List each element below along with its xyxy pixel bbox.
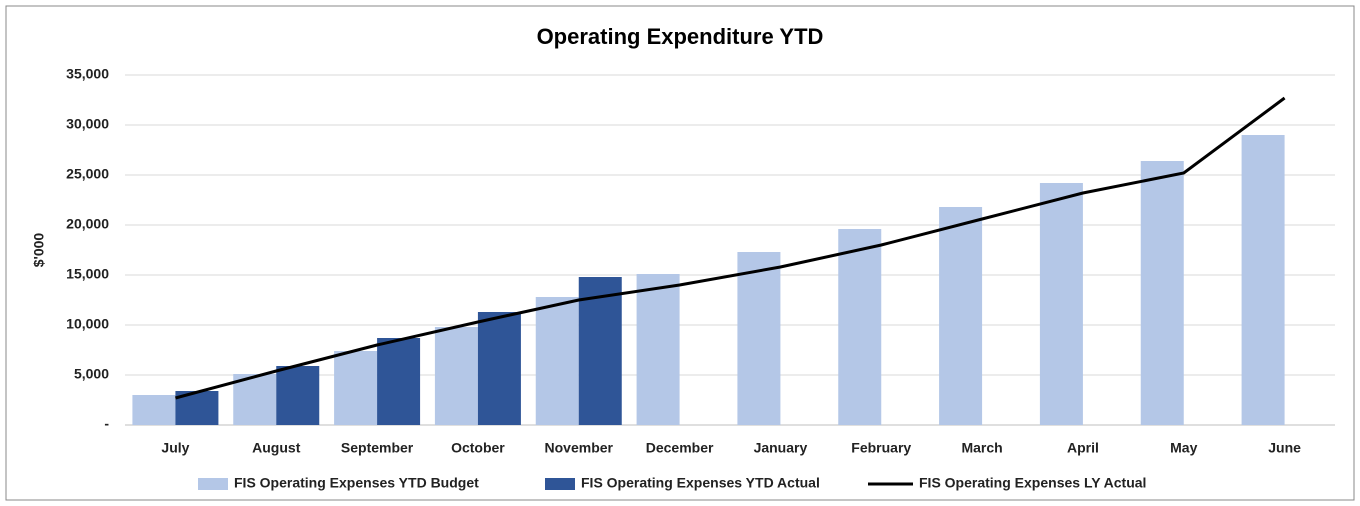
x-tick-label: November <box>545 440 614 456</box>
x-tick-label: April <box>1067 440 1099 456</box>
bar <box>276 366 320 425</box>
x-tick-label: September <box>341 440 414 456</box>
x-tick-label: May <box>1170 440 1197 456</box>
bar <box>132 395 176 425</box>
bar <box>1241 135 1285 425</box>
chart-frame <box>5 5 1355 501</box>
bar <box>434 327 478 425</box>
bar <box>737 252 781 425</box>
bar <box>939 207 983 425</box>
x-tick-label: August <box>252 440 301 456</box>
bar <box>578 277 622 425</box>
bar <box>477 312 521 425</box>
y-tick-label: - <box>104 416 109 432</box>
bar <box>1140 161 1184 425</box>
legend-label: FIS Operating Expenses LY Actual <box>919 475 1146 491</box>
y-axis-label: $'000 <box>31 233 47 268</box>
bar <box>377 338 421 425</box>
bar <box>233 374 277 425</box>
y-tick-label: 10,000 <box>66 316 109 332</box>
bar <box>636 274 680 425</box>
x-tick-label: July <box>161 440 189 456</box>
x-tick-label: March <box>961 440 1002 456</box>
bar <box>1039 183 1083 425</box>
legend-swatch <box>545 478 575 490</box>
x-tick-label: October <box>451 440 505 456</box>
y-tick-label: 25,000 <box>66 166 109 182</box>
legend-label: FIS Operating Expenses YTD Actual <box>581 475 820 491</box>
chart-title: Operating Expenditure YTD <box>537 24 824 49</box>
x-tick-label: December <box>646 440 714 456</box>
bar <box>535 297 579 425</box>
bar <box>838 229 882 425</box>
x-tick-label: January <box>754 440 808 456</box>
y-tick-label: 5,000 <box>74 366 109 382</box>
y-tick-label: 15,000 <box>66 266 109 282</box>
y-tick-label: 30,000 <box>66 116 109 132</box>
bar <box>334 351 378 425</box>
x-tick-label: June <box>1268 440 1301 456</box>
legend-swatch <box>198 478 228 490</box>
line-series <box>175 96 1286 400</box>
legend-label: FIS Operating Expenses YTD Budget <box>234 475 479 491</box>
y-tick-label: 20,000 <box>66 216 109 232</box>
x-tick-label: February <box>851 440 911 456</box>
y-tick-label: 35,000 <box>66 66 109 82</box>
